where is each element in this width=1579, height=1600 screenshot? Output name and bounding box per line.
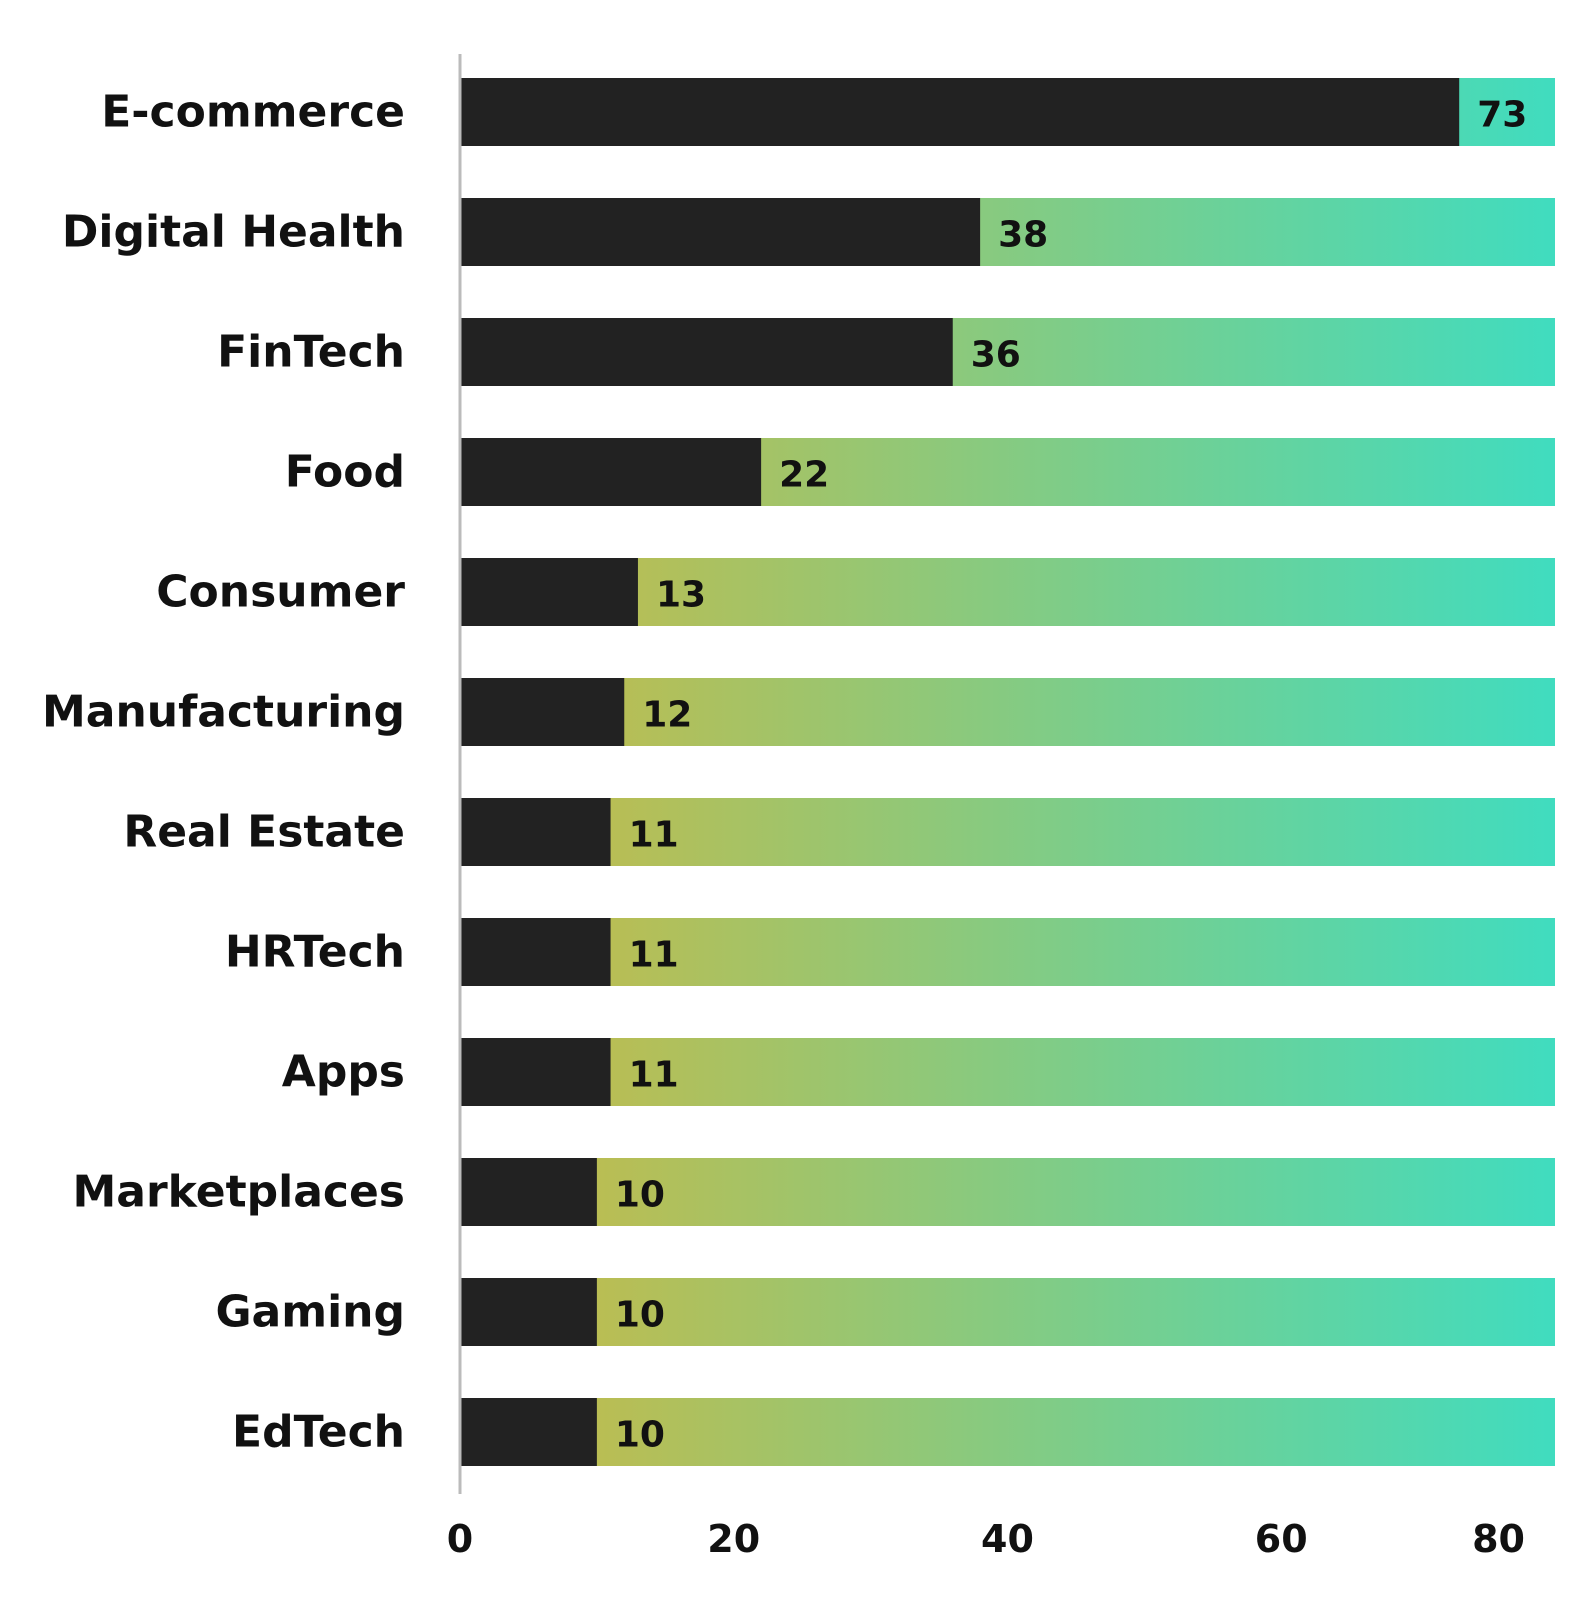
- value-label: 12: [642, 695, 692, 736]
- value-label: 73: [1477, 95, 1527, 136]
- bar: [460, 318, 953, 386]
- bar-row: Real Estate 11: [123, 798, 1555, 866]
- value-label: 10: [615, 1415, 665, 1456]
- category-label: Marketplaces: [72, 1167, 405, 1218]
- bar: [460, 918, 611, 986]
- bar-background: [460, 1398, 1555, 1466]
- bar-background: [460, 1038, 1555, 1106]
- bar-row: Manufacturing 12: [42, 678, 1555, 746]
- bar-row: Gaming 10: [215, 1278, 1555, 1346]
- bar: [460, 798, 611, 866]
- value-label: 38: [998, 215, 1048, 256]
- x-tick-label: 60: [1255, 1517, 1308, 1561]
- category-label: FinTech: [217, 327, 405, 378]
- bar: [460, 1158, 597, 1226]
- bar-row: Consumer 13: [156, 558, 1555, 626]
- bar: [460, 438, 762, 506]
- value-label: 11: [629, 1055, 679, 1096]
- bar: [460, 1278, 597, 1346]
- bar-row: Apps 11: [282, 1038, 1555, 1106]
- bar: [460, 1038, 611, 1106]
- bar-row: Marketplaces 10: [72, 1158, 1555, 1226]
- category-label: Consumer: [156, 567, 405, 618]
- value-label: 36: [971, 335, 1021, 376]
- bar-background: [460, 918, 1555, 986]
- bar: [460, 678, 625, 746]
- bar-rows: E-commerce 73 Digital Health 38 FinTech 36 Foo…: [42, 78, 1555, 1466]
- value-label: 13: [656, 575, 706, 616]
- category-label: Real Estate: [123, 807, 405, 858]
- bar-row: Food 22: [285, 438, 1555, 506]
- bar-row: E-commerce 73: [101, 78, 1555, 146]
- bar: [460, 198, 981, 266]
- value-label: 11: [629, 935, 679, 976]
- bar-background: [460, 1278, 1555, 1346]
- bar-row: FinTech 36: [217, 318, 1555, 386]
- value-label: 10: [615, 1175, 665, 1216]
- bar-background: [460, 1158, 1555, 1226]
- x-axis-ticks: 0 20 40 60 80: [447, 1517, 1525, 1561]
- bar: [460, 1398, 597, 1466]
- category-label: EdTech: [232, 1407, 405, 1458]
- bar-background: [460, 798, 1555, 866]
- bar: [460, 78, 1460, 146]
- bar-background: [460, 678, 1555, 746]
- bar-row: EdTech 10: [232, 1398, 1555, 1466]
- value-label: 10: [615, 1295, 665, 1336]
- x-tick-label: 20: [707, 1517, 760, 1561]
- x-tick-label: 80: [1472, 1517, 1525, 1561]
- bar-background: [460, 558, 1555, 626]
- value-label: 11: [629, 815, 679, 856]
- category-label: E-commerce: [101, 87, 405, 138]
- bar-row: HRTech 11: [225, 918, 1555, 986]
- bar-row: Digital Health 38: [62, 198, 1555, 266]
- category-label: HRTech: [225, 927, 405, 978]
- category-label: Gaming: [215, 1287, 405, 1338]
- category-label: Manufacturing: [42, 687, 405, 738]
- x-tick-label: 40: [981, 1517, 1034, 1561]
- value-label: 22: [779, 455, 829, 496]
- bar: [460, 558, 638, 626]
- category-label: Apps: [282, 1047, 405, 1098]
- category-label: Food: [285, 447, 405, 498]
- x-tick-label: 0: [447, 1517, 473, 1561]
- category-label: Digital Health: [62, 207, 405, 258]
